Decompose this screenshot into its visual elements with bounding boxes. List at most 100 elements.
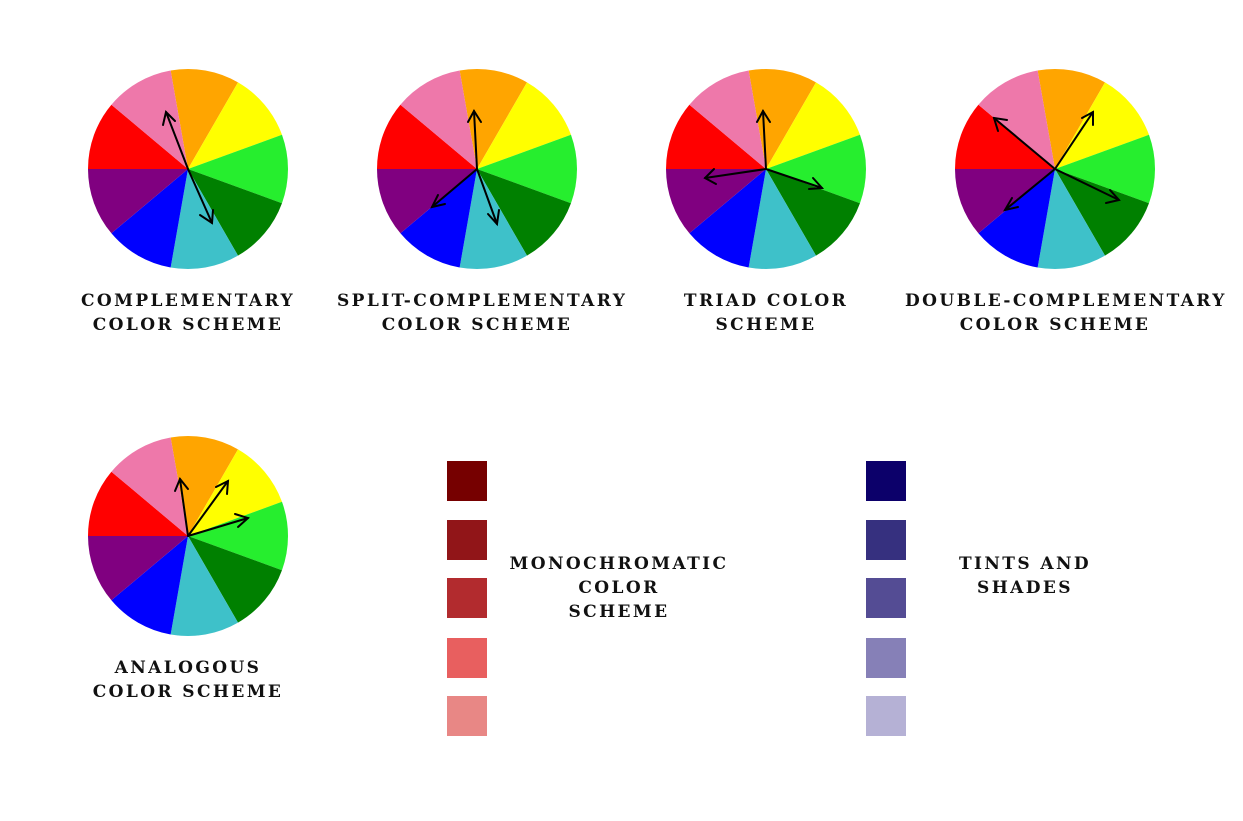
analogous-color-wheel bbox=[86, 434, 290, 638]
caption-line: COLOR SCHEME bbox=[381, 315, 573, 335]
wheel-segment-blue bbox=[111, 169, 188, 268]
wheel-segment-orange bbox=[170, 436, 238, 536]
caption-line: COLOR SCHEME bbox=[959, 315, 1151, 335]
mono-swatch-5 bbox=[447, 696, 487, 736]
wheel-segments bbox=[666, 69, 866, 269]
caption-line: SCHEME bbox=[568, 602, 670, 622]
wheel-segment-dark-green bbox=[1055, 169, 1149, 256]
wheel-segment-yellow bbox=[766, 82, 860, 169]
split-complementary-wheel-graphic bbox=[377, 69, 577, 269]
caption-line: TINTS AND bbox=[958, 554, 1092, 574]
wheel-segment-yellow bbox=[188, 82, 282, 169]
wheel-segment-teal bbox=[748, 169, 816, 269]
arrow-to-orange bbox=[467, 109, 482, 170]
wheel-segment-red bbox=[666, 104, 766, 169]
tint-swatch-3 bbox=[866, 578, 906, 618]
wheel-segment-purple bbox=[666, 169, 766, 234]
triad-color-wheel bbox=[664, 67, 868, 271]
wheel-segment-purple bbox=[88, 169, 188, 234]
arrow-to-orange bbox=[174, 477, 189, 537]
caption-line: COLOR SCHEME bbox=[92, 315, 284, 335]
tint-swatch-2 bbox=[866, 520, 906, 560]
wheel-segment-blue bbox=[111, 536, 188, 635]
monochromatic-caption: MONOCHROMATIC COLOR SCHEME bbox=[509, 552, 729, 624]
caption-line: SHADES bbox=[977, 578, 1073, 598]
caption-line: MONOCHROMATIC bbox=[509, 554, 729, 574]
wheel-segment-dark-green bbox=[766, 169, 860, 256]
complementary-wheel-graphic bbox=[88, 69, 288, 269]
wheel-segment-dark-green bbox=[477, 169, 571, 256]
double-complementary-wheel-graphic bbox=[955, 69, 1155, 269]
wheel-segment-purple bbox=[88, 536, 188, 601]
caption-line: TRIAD COLOR bbox=[683, 291, 849, 311]
arrow-to-orange bbox=[162, 110, 189, 170]
triad-caption: TRIAD COLOR SCHEME bbox=[646, 289, 886, 337]
wheel-segment-pink bbox=[400, 70, 477, 169]
arrow-to-orange bbox=[756, 109, 771, 170]
wheel-segment-red bbox=[377, 104, 477, 169]
analogous-caption: ANALOGOUS COLOR SCHEME bbox=[68, 656, 308, 704]
wheel-segment-pink bbox=[111, 437, 188, 536]
arrow-to-red bbox=[703, 168, 767, 185]
wheel-segment-orange bbox=[1037, 69, 1105, 169]
split-complementary-arrows bbox=[430, 109, 500, 227]
arrow-to-dark-green bbox=[1054, 168, 1121, 204]
complementary-color-wheel bbox=[86, 67, 290, 271]
wheel-segment-green bbox=[188, 134, 288, 204]
caption-line: SPLIT-COMPLEMENTARY bbox=[337, 291, 628, 311]
caption-line: COLOR bbox=[578, 578, 660, 598]
wheel-segment-red bbox=[955, 104, 1055, 169]
wheel-segments bbox=[88, 436, 288, 636]
split-complementary-color-wheel bbox=[375, 67, 579, 271]
wheel-segment-green bbox=[477, 134, 577, 204]
arrow-to-yellow bbox=[1054, 110, 1094, 170]
mono-swatch-1 bbox=[447, 461, 487, 501]
arrow-to-yellow bbox=[187, 479, 230, 537]
wheel-segment-purple bbox=[955, 169, 1055, 234]
wheel-segment-red bbox=[88, 471, 188, 536]
wheel-segment-blue bbox=[400, 169, 477, 268]
split-complementary-caption: SPLIT-COMPLEMENTARY COLOR SCHEME bbox=[337, 289, 628, 337]
arrow-to-purple bbox=[430, 168, 478, 209]
tint-swatch-1 bbox=[866, 461, 906, 501]
arrow-to-green bbox=[765, 168, 825, 190]
wheel-segment-yellow bbox=[477, 82, 571, 169]
caption-line: DOUBLE-COMPLEMENTARY bbox=[905, 291, 1227, 311]
wheel-segment-teal bbox=[1037, 169, 1105, 269]
arrow-to-purple bbox=[1002, 168, 1056, 212]
caption-line: SCHEME bbox=[715, 315, 817, 335]
arrow-to-teal bbox=[476, 168, 500, 227]
double-complementary-color-wheel bbox=[953, 67, 1157, 271]
arrow-to-teal bbox=[187, 168, 214, 225]
arrow-to-green bbox=[187, 513, 250, 537]
wheel-segment-teal bbox=[170, 536, 238, 636]
wheel-segment-dark-green bbox=[188, 169, 282, 256]
wheel-segment-pink bbox=[689, 70, 766, 169]
wheel-segment-purple bbox=[377, 169, 477, 234]
wheel-segment-blue bbox=[689, 169, 766, 268]
complementary-arrows bbox=[162, 110, 214, 225]
caption-line: ANALOGOUS bbox=[114, 658, 262, 678]
wheel-segment-yellow bbox=[188, 449, 282, 536]
analogous-arrows bbox=[174, 477, 250, 537]
arrow-to-pink bbox=[992, 116, 1056, 170]
wheel-segments bbox=[377, 69, 577, 269]
wheel-segment-blue bbox=[978, 169, 1055, 268]
wheel-segment-yellow bbox=[1055, 82, 1149, 169]
triad-wheel-graphic bbox=[666, 69, 866, 269]
wheel-segment-dark-green bbox=[188, 536, 282, 623]
triad-arrows bbox=[703, 109, 825, 190]
double-complementary-caption: DOUBLE-COMPLEMENTARY COLOR SCHEME bbox=[905, 289, 1227, 337]
mono-swatch-3 bbox=[447, 578, 487, 618]
complementary-caption: COMPLEMENTARY COLOR SCHEME bbox=[68, 289, 308, 337]
double-complementary-arrows bbox=[992, 110, 1121, 212]
tint-swatch-4 bbox=[866, 638, 906, 678]
tints-shades-caption: TINTS AND SHADES bbox=[935, 552, 1115, 600]
wheel-segment-pink bbox=[111, 70, 188, 169]
tint-swatch-5 bbox=[866, 696, 906, 736]
analogous-wheel-graphic bbox=[88, 436, 288, 636]
caption-line: COLOR SCHEME bbox=[92, 682, 284, 702]
mono-swatch-2 bbox=[447, 520, 487, 560]
wheel-segment-orange bbox=[170, 69, 238, 169]
wheel-segment-green bbox=[1055, 134, 1155, 204]
